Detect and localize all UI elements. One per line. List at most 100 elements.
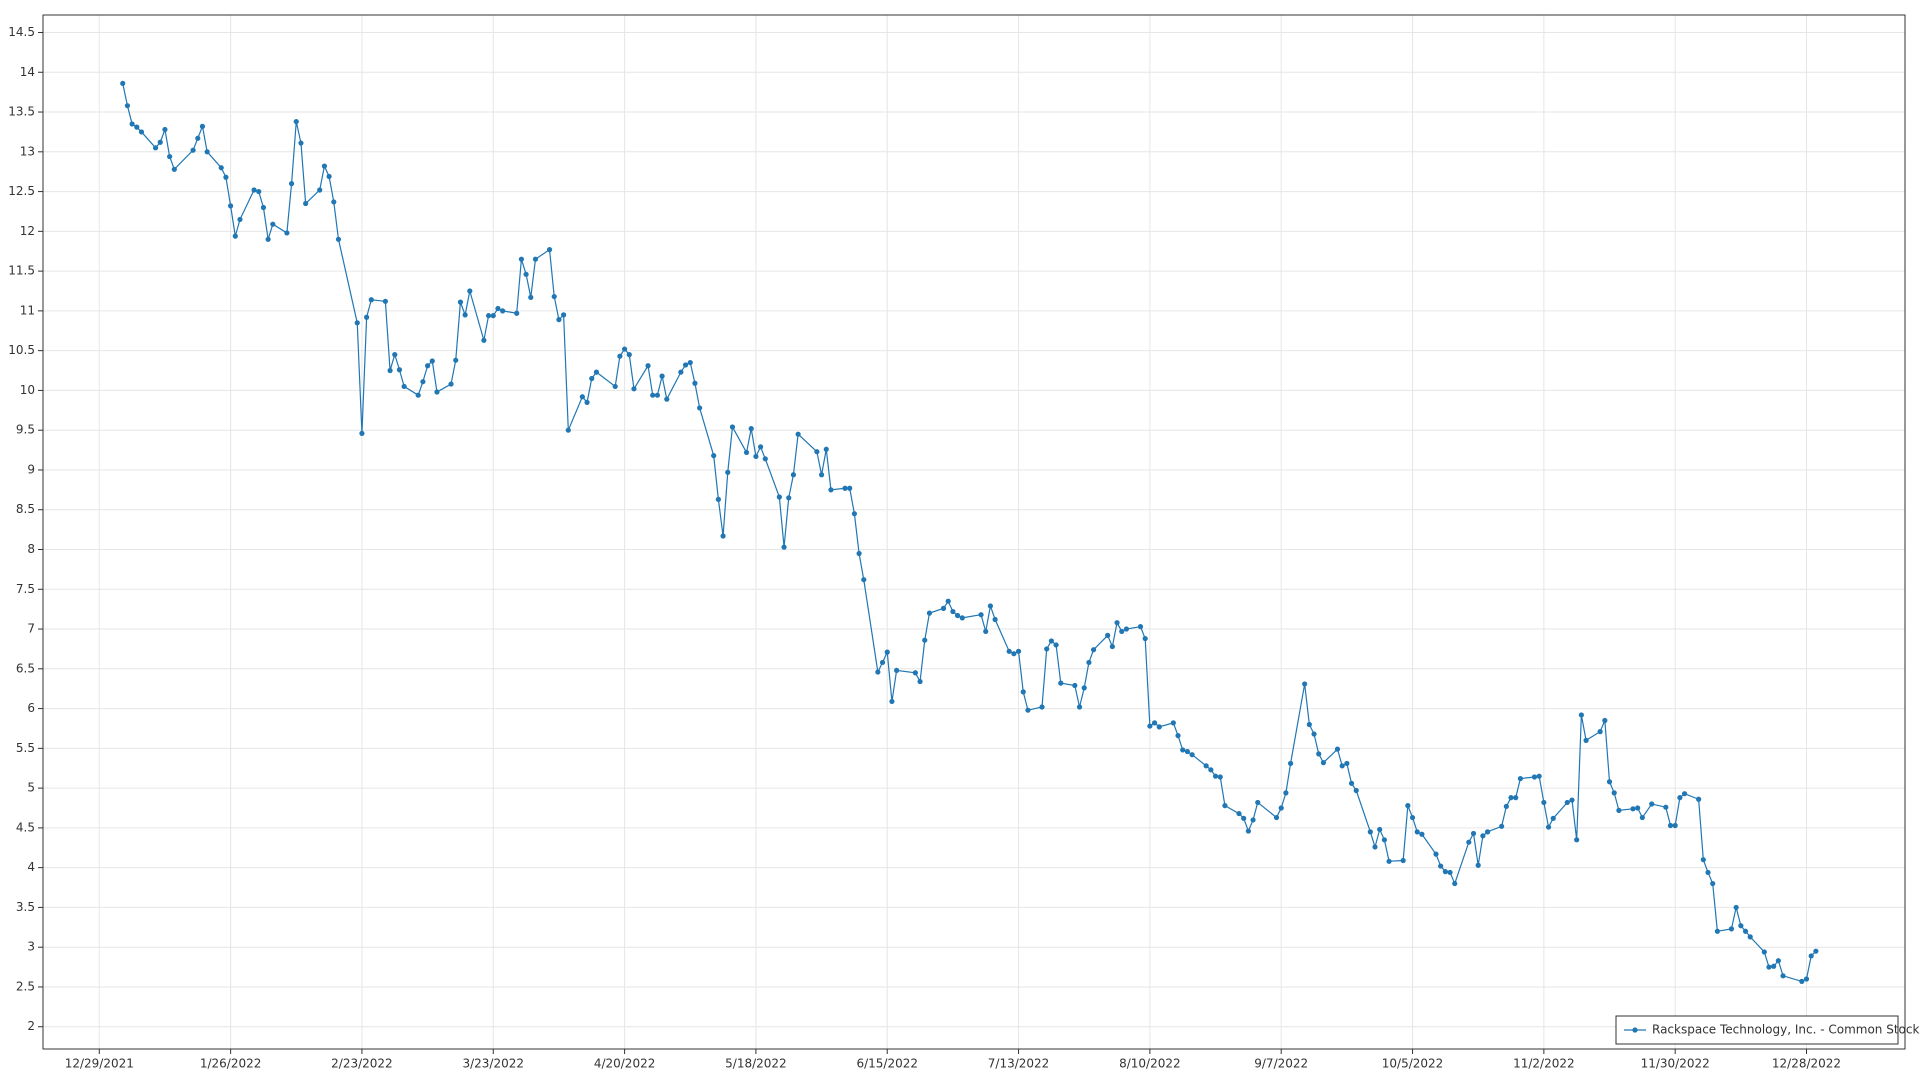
data-point [1255,799,1261,806]
data-point [1499,823,1505,829]
data-point [1433,851,1439,857]
x-tick-label: 8/10/2022 [1119,1057,1181,1071]
y-tick-label: 13.5 [8,105,35,119]
legend-box [1615,1015,1899,1045]
data-point [697,405,703,411]
x-tick-label: 11/30/2022 [1641,1057,1710,1071]
data-point [1039,704,1045,710]
data-point [1245,828,1251,834]
data-point [1710,880,1716,887]
data-point [1147,723,1153,729]
data-point [1541,799,1547,806]
data-point [1583,737,1589,743]
data-point [270,221,276,227]
data-point [1058,680,1064,686]
data-point [1123,626,1130,632]
data-point [171,166,177,172]
data-point [1072,682,1078,689]
y-tick-label: 4.5 [16,820,35,834]
data-point [1090,647,1097,653]
data-point [847,485,853,491]
data-point [818,472,825,478]
data-point [922,637,928,643]
data-point [1442,869,1448,875]
data-point [631,386,637,392]
data-point [1180,747,1186,753]
data-point [1381,837,1387,843]
data-point [1738,923,1744,929]
y-tick-label: 4 [27,860,35,874]
data-point [842,485,848,491]
data-point [978,612,984,618]
data-point [303,200,309,207]
data-point [1283,790,1289,796]
data-point [317,187,323,193]
data-point [1334,746,1341,752]
x-tick-label: 12/28/2022 [1772,1057,1841,1071]
data-point [992,616,998,623]
data-point [1250,817,1256,823]
data-point [1287,760,1294,767]
data-point [124,103,131,109]
data-point [1733,904,1739,911]
data-point [556,317,562,323]
x-tick-label: 11/2/2022 [1513,1057,1575,1071]
data-point [912,670,918,676]
y-tick-label: 7.5 [16,582,35,596]
data-point [748,426,754,432]
data-point [579,394,585,400]
data-point [335,236,342,242]
data-point [218,165,224,171]
y-tick-label: 11.5 [8,264,35,278]
data-point [256,188,262,195]
data-point [851,511,858,517]
data-point [1086,659,1092,666]
data-point [1550,815,1556,821]
data-point [120,80,126,87]
data-point [157,139,163,145]
data-point [514,310,520,316]
data-point [1606,779,1613,785]
data-point [1808,953,1814,959]
legend-marker [1632,1027,1638,1033]
data-point [448,381,454,387]
data-point [284,230,290,236]
legend-label: Rackspace Technology, Inc. - Common Stoc… [1652,1023,1919,1037]
data-point [959,615,965,621]
data-point [134,124,140,130]
data-point [251,187,257,193]
data-point [814,449,820,455]
data-point [453,357,459,363]
data-point [1044,646,1050,652]
data-point [894,667,900,673]
data-point [1156,724,1162,730]
data-point [457,299,464,305]
data-point [1672,822,1678,829]
y-tick-label: 10.5 [8,343,35,357]
y-tick-label: 8 [27,542,35,556]
x-tick-label: 12/29/2021 [65,1057,134,1071]
data-point [1025,707,1031,713]
data-point [1344,760,1350,767]
data-point [495,305,501,312]
data-point [1151,720,1158,726]
data-point [1142,635,1148,642]
data-point [1447,869,1453,876]
data-point [1531,774,1538,780]
data-point [1302,681,1308,687]
data-point [1405,803,1411,809]
data-point [1681,791,1688,797]
y-tick-label: 3 [27,940,35,954]
x-tick-label: 10/5/2022 [1382,1057,1444,1071]
data-point [1241,815,1247,821]
data-point [1316,751,1322,757]
data-point [331,199,337,205]
data-point [1212,773,1219,779]
data-point [1217,774,1223,780]
data-point [1006,648,1012,654]
y-tick-label: 2.5 [16,979,35,993]
data-point [1480,833,1486,839]
data-point [861,577,867,583]
data-point [1081,685,1087,691]
data-point [1696,796,1702,802]
